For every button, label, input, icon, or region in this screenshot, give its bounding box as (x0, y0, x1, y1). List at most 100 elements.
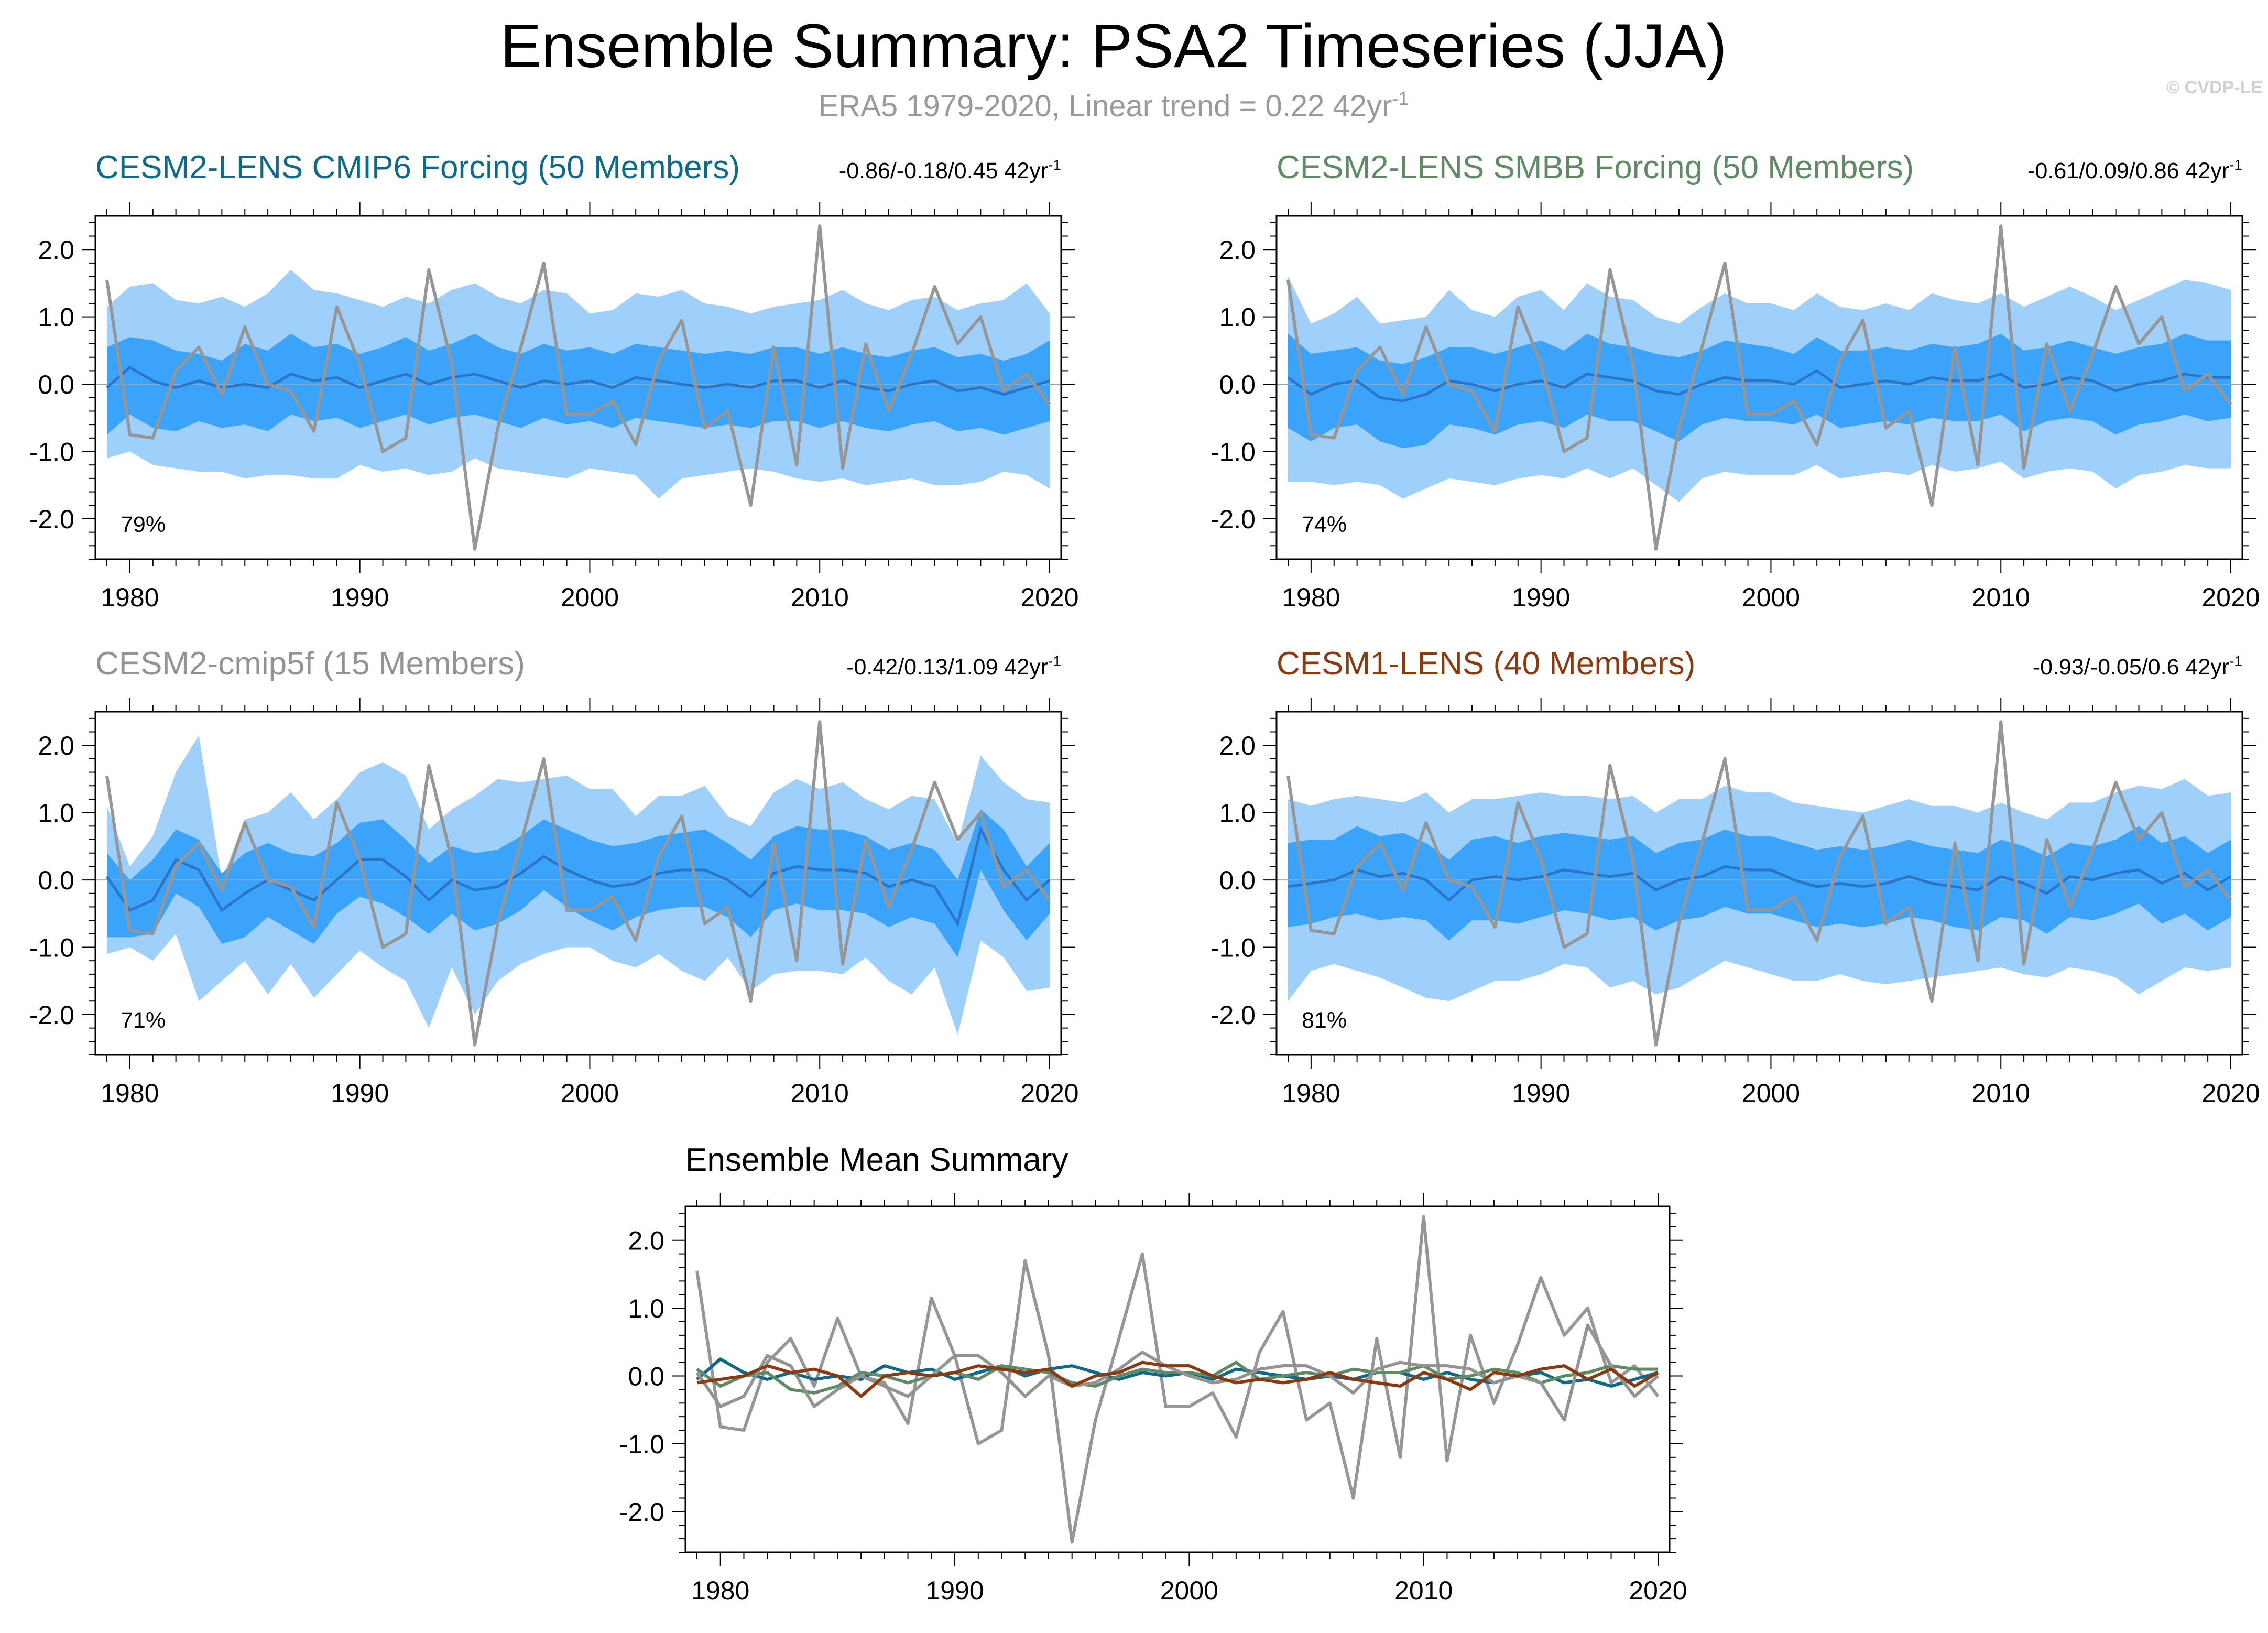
panel-p3: CESM2-cmip5f (15 Members) -0.42/0.13/1.09… (29, 646, 1079, 1108)
x-tick-label: 1980 (101, 583, 159, 612)
x-tick-label: 1980 (1282, 583, 1340, 612)
y-tick-label: 0.0 (1219, 866, 1256, 895)
x-tick-label: 2010 (1972, 583, 2030, 612)
panel-trend: -0.61/0.09/0.86 42yr-1 (2027, 157, 2242, 183)
x-tick-label: 2000 (1742, 1079, 1800, 1108)
plot-frame (1275, 215, 2243, 560)
y-tick-label: -2.0 (29, 505, 74, 534)
y-tick-label: -2.0 (619, 1497, 664, 1527)
inner-range-band (107, 809, 1050, 957)
inner-range-band (1288, 826, 2231, 941)
x-tick-label: 2010 (1972, 1079, 2030, 1108)
panel-p2: CESM2-LENS SMBB Forcing (50 Members) -0.6… (1211, 149, 2260, 612)
panel-trend: -0.86/-0.18/0.45 42yr-1 (839, 157, 1061, 183)
y-tick-label: 2.0 (38, 731, 74, 760)
y-tick-label: 0.0 (38, 370, 74, 399)
ensemble-mean-line (1288, 865, 2232, 902)
y-tick-label: 2.0 (38, 235, 74, 265)
panel-p5: Ensemble Mean Summary 1980 1990 2000 2010 202… (619, 1142, 1687, 1605)
x-tick-label: 2010 (791, 583, 849, 612)
x-tick-label: 2000 (561, 1079, 619, 1108)
figure-subtitle-sup: -1 (1392, 88, 1409, 109)
ensemble-mean-line (105, 826, 1051, 927)
percent-label: 74% (1302, 512, 1347, 537)
y-tick-label: 0.0 (38, 866, 74, 895)
x-tick-label: 2020 (2201, 583, 2260, 612)
panel-title: CESM1-LENS (40 Members) (1277, 646, 1695, 682)
observed-line (1286, 224, 2232, 551)
panel-trend-sup: -1 (2229, 157, 2242, 173)
panel-trend-sup: -1 (1048, 653, 1061, 669)
x-tick-label: 2010 (791, 1079, 849, 1108)
x-tick-label: 1990 (1512, 583, 1570, 612)
y-tick-label: 1.0 (1219, 799, 1256, 828)
panel-trend: -0.42/0.13/1.09 42yr-1 (846, 653, 1061, 680)
copyright-watermark: © CVDP-LE (2166, 78, 2263, 97)
figure-subtitle-main: ERA5 1979-2020, Linear trend = 0.22 42yr (819, 89, 1392, 123)
y-tick-label: 1.0 (38, 799, 74, 828)
y-tick-label: -1.0 (1211, 438, 1256, 467)
x-tick-label: 1980 (691, 1576, 749, 1605)
x-tick-label: 1980 (1282, 1079, 1340, 1108)
plot-area (695, 1215, 1660, 1544)
y-tick-label: -1.0 (1211, 933, 1256, 963)
y-tick-label: -1.0 (29, 438, 74, 467)
x-tick-label: 2020 (1629, 1576, 1687, 1605)
y-tick-label: 1.0 (628, 1294, 664, 1323)
y-tick-label: 1.0 (1219, 303, 1256, 332)
percent-label: 79% (121, 512, 166, 537)
panel-trend-main: -0.42/0.13/1.09 42yr (846, 655, 1048, 680)
y-tick-label: -2.0 (1211, 505, 1256, 534)
x-tick-label: 2020 (2201, 1079, 2260, 1108)
x-tick-label: 1990 (925, 1576, 984, 1605)
panel-p4: CESM1-LENS (40 Members) -0.93/-0.05/0.6 4… (1211, 646, 2260, 1108)
y-tick-label: -2.0 (29, 1000, 74, 1030)
panel-title: CESM2-LENS CMIP6 Forcing (50 Members) (95, 149, 740, 186)
figure-title: Ensemble Summary: PSA2 Timeseries (JJA) (500, 12, 1727, 81)
observed-line (105, 720, 1051, 1047)
y-tick-label: -1.0 (619, 1430, 664, 1459)
x-tick-label: 2000 (561, 583, 619, 612)
ensemble-mean-line-p3 (695, 1323, 1659, 1422)
x-tick-label: 2000 (1160, 1576, 1218, 1605)
percent-label: 81% (1302, 1008, 1347, 1033)
ensemble-mean-line (106, 365, 1050, 396)
y-tick-label: 2.0 (628, 1226, 664, 1256)
plot-frame (94, 711, 1062, 1056)
x-tick-label: 1990 (331, 1079, 389, 1108)
y-tick-label: 0.0 (1219, 370, 1256, 399)
y-tick-label: -1.0 (29, 933, 74, 963)
x-tick-label: 1990 (331, 583, 389, 612)
plot-frame (684, 1205, 1671, 1553)
panel-trend: -0.93/-0.05/0.6 42yr-1 (2033, 653, 2242, 680)
panel-title: CESM2-LENS SMBB Forcing (50 Members) (1277, 149, 1914, 186)
plot-area (95, 720, 1061, 1047)
ensemble-mean-line-p4 (696, 1360, 1659, 1398)
x-tick-label: 1990 (1512, 1079, 1570, 1108)
observed-line (1286, 720, 2232, 1047)
figure-subtitle: ERA5 1979-2020, Linear trend = 0.22 42yr… (819, 88, 1409, 123)
x-tick-label: 2010 (1394, 1576, 1453, 1605)
y-tick-label: 2.0 (1219, 731, 1256, 760)
plot-frame (94, 215, 1062, 560)
plot-area (1277, 224, 2242, 551)
x-tick-label: 2020 (1020, 583, 1078, 612)
panel-trend-main: -0.86/-0.18/0.45 42yr (839, 158, 1048, 183)
panel-title: CESM2-cmip5f (15 Members) (95, 646, 525, 682)
panel-trend-sup: -1 (2229, 653, 2242, 669)
observed-line (105, 224, 1051, 551)
percent-label: 71% (121, 1008, 166, 1033)
plot-frame (1275, 711, 2243, 1056)
panel-trend-sup: -1 (1048, 157, 1061, 173)
y-tick-label: 0.0 (628, 1362, 664, 1391)
y-tick-label: 2.0 (1219, 235, 1256, 265)
panel-p1: CESM2-LENS CMIP6 Forcing (50 Members) -0.… (29, 149, 1079, 612)
plots-container: CESM2-LENS CMIP6 Forcing (50 Members) -0.… (29, 149, 2260, 1605)
x-tick-label: 1980 (101, 1079, 159, 1108)
panel-trend-main: -0.93/-0.05/0.6 42yr (2033, 655, 2229, 680)
x-tick-label: 2000 (1742, 583, 1800, 612)
y-tick-label: 1.0 (38, 303, 74, 332)
inner-range-band (1288, 333, 2231, 449)
y-tick-label: -2.0 (1211, 1000, 1256, 1030)
